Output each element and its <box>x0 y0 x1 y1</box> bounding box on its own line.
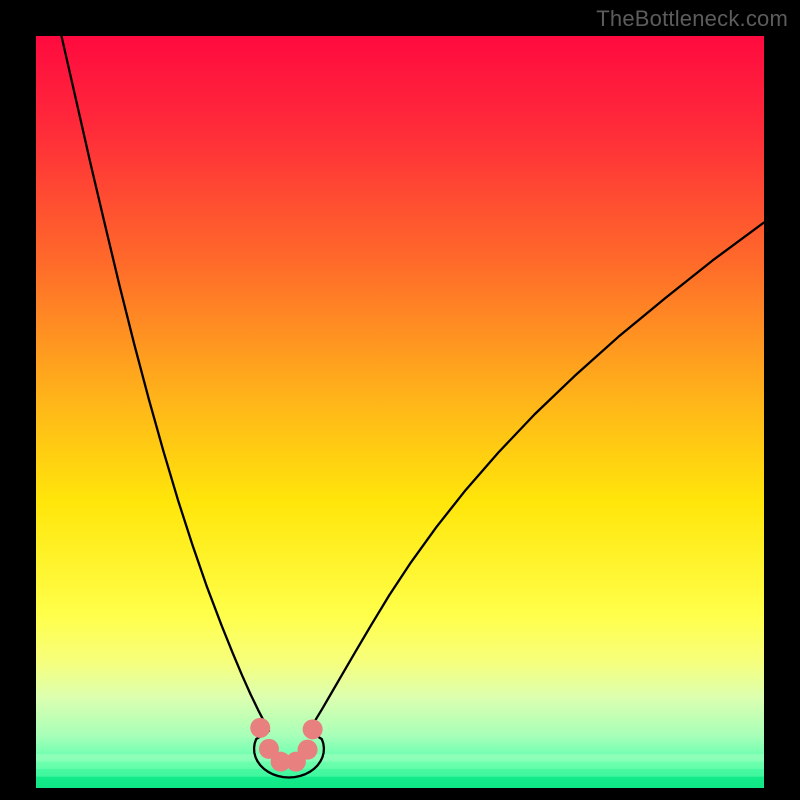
green-bottom-bands <box>36 754 764 788</box>
valley-marker <box>298 740 318 760</box>
chart-svg <box>36 36 764 788</box>
valley-marker <box>250 718 270 738</box>
plot-area <box>36 36 764 788</box>
chart-frame: TheBottleneck.com <box>0 0 800 800</box>
gradient-background <box>36 36 764 788</box>
watermark-text: TheBottleneck.com <box>596 6 788 32</box>
valley-marker <box>303 719 323 739</box>
